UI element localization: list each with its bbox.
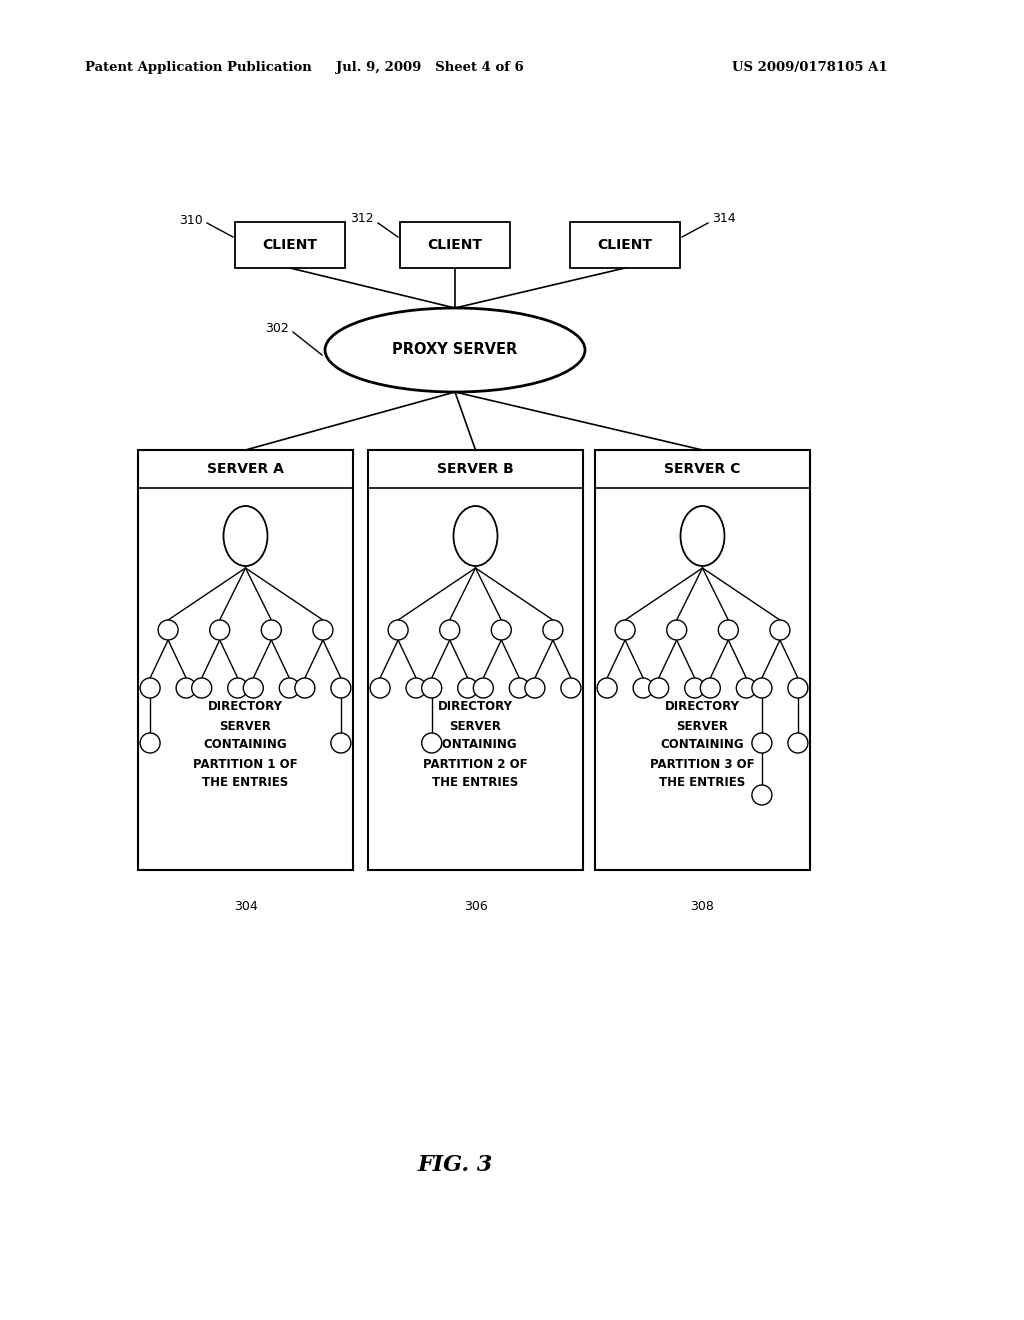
Text: 308: 308 bbox=[690, 900, 715, 913]
Circle shape bbox=[158, 620, 178, 640]
Circle shape bbox=[176, 678, 197, 698]
Circle shape bbox=[473, 678, 494, 698]
Circle shape bbox=[752, 733, 772, 752]
Circle shape bbox=[295, 678, 315, 698]
Circle shape bbox=[718, 620, 738, 640]
Circle shape bbox=[331, 678, 351, 698]
Text: 310: 310 bbox=[179, 214, 203, 227]
Circle shape bbox=[752, 785, 772, 805]
Ellipse shape bbox=[681, 506, 725, 566]
Text: US 2009/0178105 A1: US 2009/0178105 A1 bbox=[732, 62, 888, 74]
Bar bbox=[368, 450, 583, 870]
Bar bbox=[595, 450, 810, 870]
Text: CLIENT: CLIENT bbox=[597, 238, 652, 252]
Circle shape bbox=[280, 678, 299, 698]
Text: SERVER B: SERVER B bbox=[437, 462, 514, 477]
Circle shape bbox=[210, 620, 229, 640]
Circle shape bbox=[261, 620, 282, 640]
Text: 302: 302 bbox=[265, 322, 289, 334]
Text: Patent Application Publication: Patent Application Publication bbox=[85, 62, 311, 74]
Circle shape bbox=[458, 678, 478, 698]
Text: Jul. 9, 2009   Sheet 4 of 6: Jul. 9, 2009 Sheet 4 of 6 bbox=[336, 62, 524, 74]
Circle shape bbox=[787, 678, 808, 698]
Ellipse shape bbox=[325, 308, 585, 392]
Text: CLIENT: CLIENT bbox=[262, 238, 317, 252]
Text: 306: 306 bbox=[464, 900, 487, 913]
Circle shape bbox=[667, 620, 687, 640]
Text: DIRECTORY
SERVER
CONTAINING
PARTITION 1 OF
THE ENTRIES: DIRECTORY SERVER CONTAINING PARTITION 1 … bbox=[194, 701, 298, 789]
Bar bbox=[570, 222, 680, 268]
Circle shape bbox=[509, 678, 529, 698]
Circle shape bbox=[543, 620, 563, 640]
Circle shape bbox=[752, 678, 772, 698]
Circle shape bbox=[700, 678, 720, 698]
Circle shape bbox=[422, 733, 441, 752]
Bar bbox=[234, 222, 345, 268]
Circle shape bbox=[561, 678, 581, 698]
Bar bbox=[400, 222, 510, 268]
Ellipse shape bbox=[454, 506, 498, 566]
Circle shape bbox=[787, 733, 808, 752]
Text: PROXY SERVER: PROXY SERVER bbox=[392, 342, 517, 358]
Circle shape bbox=[244, 678, 263, 698]
Text: SERVER C: SERVER C bbox=[665, 462, 740, 477]
Circle shape bbox=[191, 678, 212, 698]
Circle shape bbox=[648, 678, 669, 698]
Text: DIRECTORY
SERVER
CONTAINING
PARTITION 3 OF
THE ENTRIES: DIRECTORY SERVER CONTAINING PARTITION 3 … bbox=[650, 701, 755, 789]
Circle shape bbox=[770, 620, 790, 640]
Ellipse shape bbox=[223, 506, 267, 566]
Circle shape bbox=[370, 678, 390, 698]
Text: 314: 314 bbox=[712, 213, 735, 226]
Circle shape bbox=[313, 620, 333, 640]
Circle shape bbox=[736, 678, 757, 698]
Circle shape bbox=[633, 678, 653, 698]
Text: 304: 304 bbox=[233, 900, 257, 913]
Text: 312: 312 bbox=[350, 213, 374, 226]
Circle shape bbox=[439, 620, 460, 640]
Circle shape bbox=[525, 678, 545, 698]
Circle shape bbox=[492, 620, 511, 640]
Circle shape bbox=[331, 733, 351, 752]
Circle shape bbox=[597, 678, 617, 698]
Circle shape bbox=[140, 678, 160, 698]
Bar bbox=[138, 450, 353, 870]
Text: SERVER A: SERVER A bbox=[207, 462, 284, 477]
Circle shape bbox=[388, 620, 409, 640]
Circle shape bbox=[140, 733, 160, 752]
Text: FIG. 3: FIG. 3 bbox=[418, 1154, 493, 1176]
Text: CLIENT: CLIENT bbox=[427, 238, 482, 252]
Text: DIRECTORY
SERVER
CONTAINING
PARTITION 2 OF
THE ENTRIES: DIRECTORY SERVER CONTAINING PARTITION 2 … bbox=[423, 701, 527, 789]
Circle shape bbox=[407, 678, 426, 698]
Circle shape bbox=[685, 678, 705, 698]
Circle shape bbox=[615, 620, 635, 640]
Circle shape bbox=[422, 678, 441, 698]
Circle shape bbox=[227, 678, 248, 698]
